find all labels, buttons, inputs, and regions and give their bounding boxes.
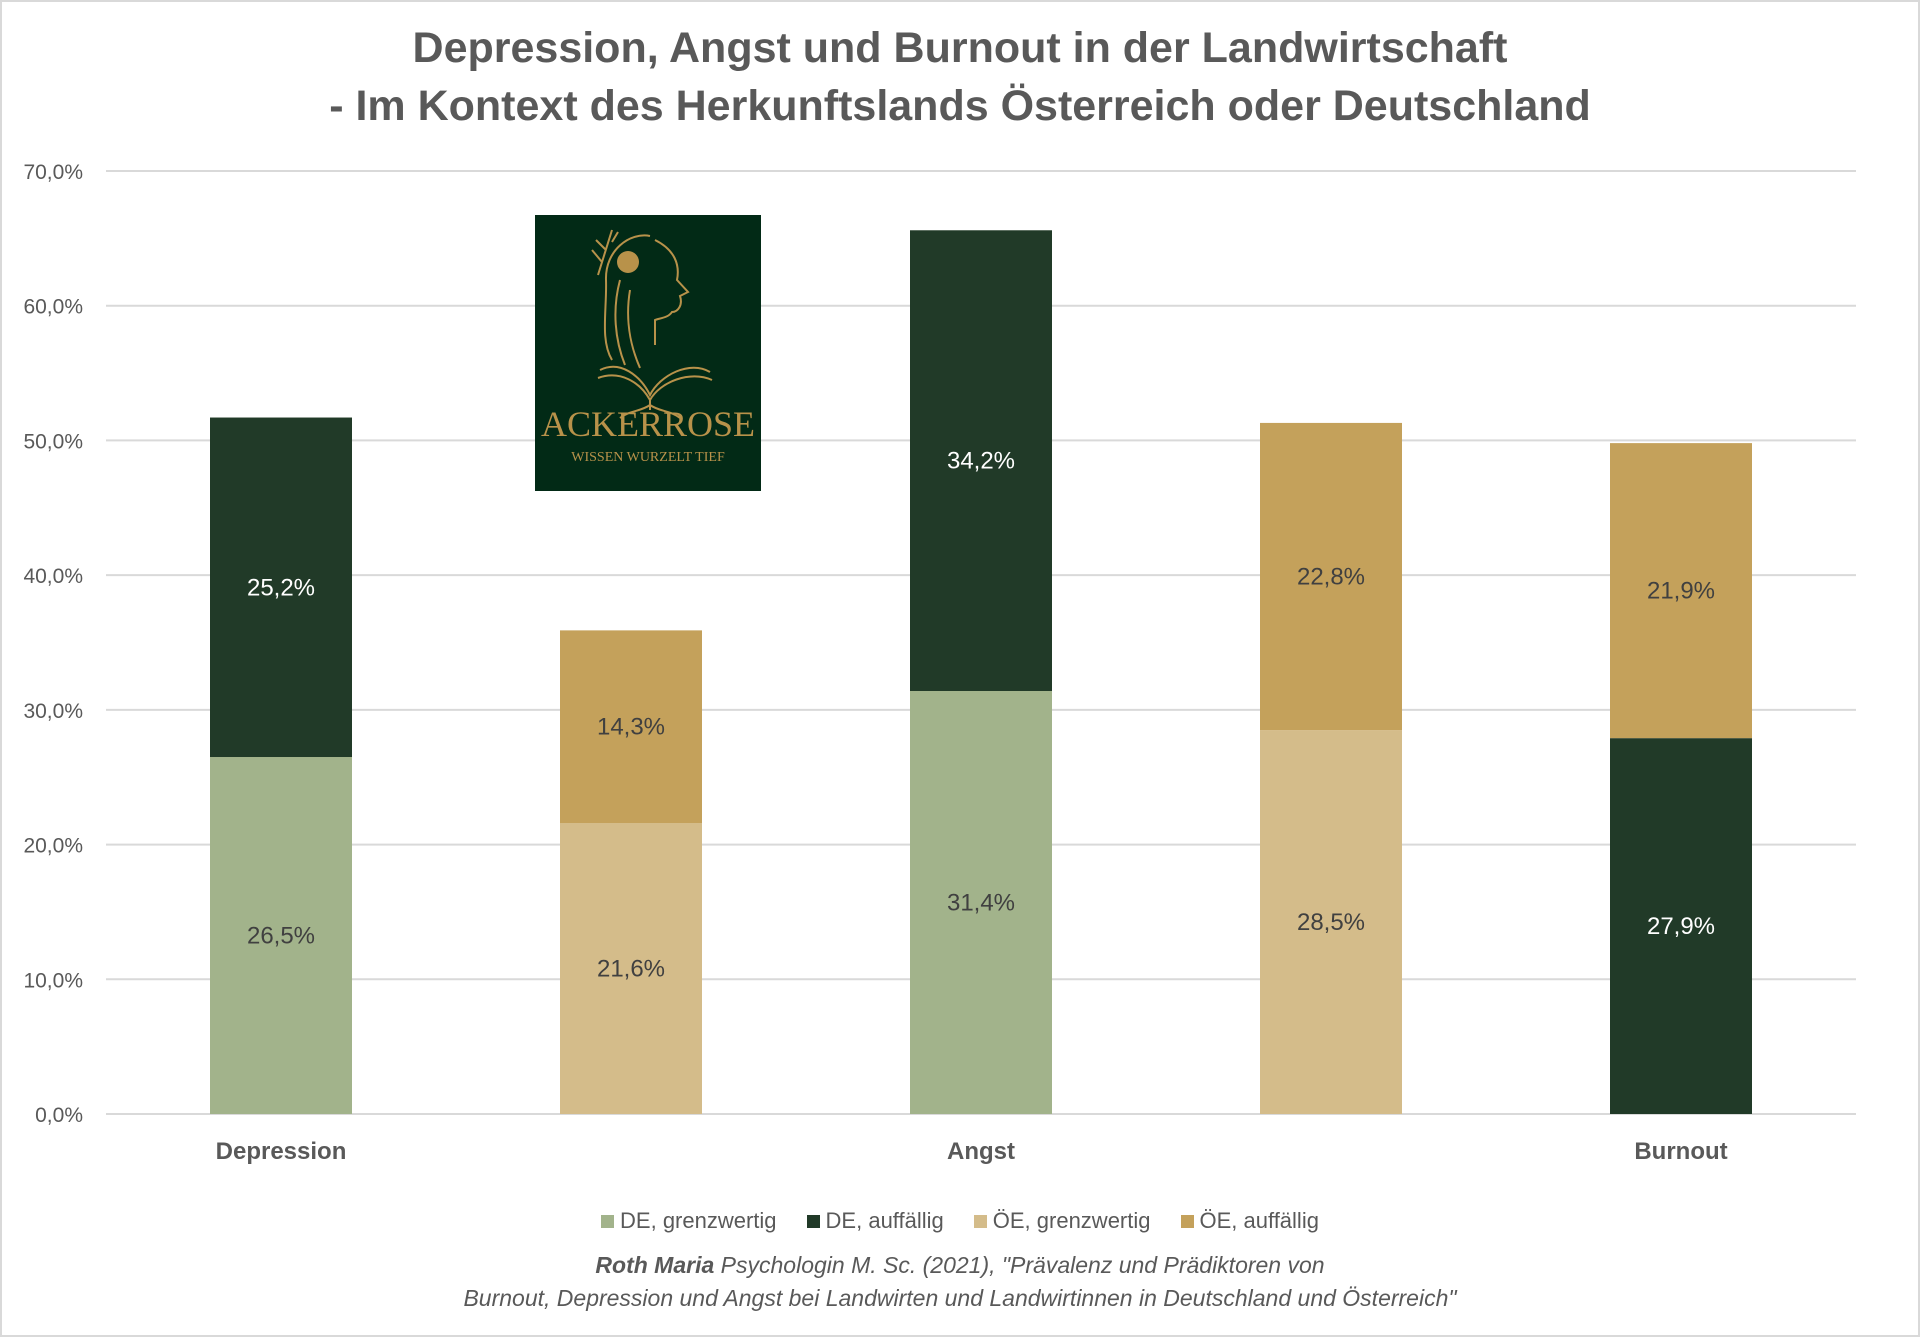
legend-swatch xyxy=(806,1214,820,1228)
legend: DE, grenzwertig DE, auffällig ÖE, grenzw… xyxy=(0,1208,1920,1234)
y-tick-label: 0,0% xyxy=(35,1104,83,1127)
legend-swatch xyxy=(1180,1214,1194,1228)
data-label: 21,6% xyxy=(597,956,665,983)
legend-swatch xyxy=(973,1214,987,1228)
data-label: 27,9% xyxy=(1647,913,1715,940)
data-label: 25,2% xyxy=(247,574,315,601)
legend-label: DE, auffällig xyxy=(825,1208,944,1233)
legend-label: ÖE, grenzwertig xyxy=(992,1208,1151,1233)
citation-text: Psychologin M. Sc. (2021), "Prävalenz un… xyxy=(714,1252,1325,1278)
y-tick-label: 40,0% xyxy=(23,565,83,588)
bar-segment xyxy=(1610,738,1752,1114)
bar-segment xyxy=(910,230,1052,691)
x-category-label: Angst xyxy=(947,1138,1015,1165)
y-tick-label: 50,0% xyxy=(23,430,83,453)
citation-line2: Burnout, Depression und Angst bei Landwi… xyxy=(463,1285,1457,1311)
data-label: 26,5% xyxy=(247,923,315,950)
y-tick-label: 30,0% xyxy=(23,700,83,723)
chart-title-line1: Depression, Angst und Burnout in der Lan… xyxy=(412,24,1508,72)
bar-segment xyxy=(910,690,1052,1114)
citation-author: Roth Maria xyxy=(595,1252,715,1278)
chart-title-line2: - Im Kontext des Herkunftslands Österrei… xyxy=(329,82,1591,130)
x-category-label: Depression xyxy=(216,1138,347,1165)
x-category-label: Burnout xyxy=(1634,1138,1727,1165)
legend-item: ÖE, auffällig xyxy=(1180,1208,1319,1234)
data-label: 14,3% xyxy=(597,714,665,741)
y-tick-label: 70,0% xyxy=(23,161,83,184)
data-label: 34,2% xyxy=(947,448,1015,475)
bar-segment xyxy=(210,417,352,758)
bar-segment xyxy=(560,630,702,824)
legend-item: DE, auffällig xyxy=(806,1208,944,1234)
legend-label: ÖE, auffällig xyxy=(1199,1208,1319,1233)
citation-line1: Roth Maria Psychologin M. Sc. (2021), "P… xyxy=(0,1252,1920,1279)
y-tick-label: 20,0% xyxy=(23,835,83,858)
bar-segment xyxy=(210,757,352,1114)
logo-name: ACKERROSE xyxy=(541,404,755,444)
data-label: 31,4% xyxy=(947,889,1015,916)
data-label: 28,5% xyxy=(1297,909,1365,936)
bar-segment xyxy=(1260,422,1402,731)
bar-segment xyxy=(560,823,702,1114)
legend-item: ÖE, grenzwertig xyxy=(973,1208,1151,1234)
legend-item: DE, grenzwertig xyxy=(601,1208,777,1234)
y-tick-label: 60,0% xyxy=(23,296,83,319)
legend-swatch xyxy=(601,1214,615,1228)
data-label: 22,8% xyxy=(1297,563,1365,590)
bar-segment xyxy=(1260,730,1402,1114)
bar-segment xyxy=(1610,443,1752,739)
logo-tagline: WISSEN WURZELT TIEF xyxy=(571,450,725,465)
y-tick-label: 10,0% xyxy=(23,969,83,992)
data-label: 21,9% xyxy=(1647,578,1715,605)
legend-label: DE, grenzwertig xyxy=(620,1208,777,1233)
ackerrose-logo xyxy=(535,215,761,491)
